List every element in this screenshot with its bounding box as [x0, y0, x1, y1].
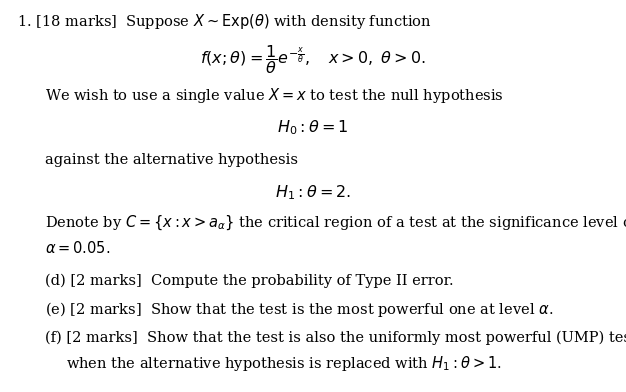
Text: $\alpha = 0.05.$: $\alpha = 0.05.$	[45, 240, 110, 256]
Text: (d) [2 marks]  Compute the probability of Type II error.: (d) [2 marks] Compute the probability of…	[45, 274, 453, 289]
Text: $f(x;\theta) = \dfrac{1}{\theta}e^{-\frac{x}{\theta}}, \quad x > 0,\ \theta > 0.: $f(x;\theta) = \dfrac{1}{\theta}e^{-\fra…	[200, 43, 426, 76]
Text: Denote by $C = \{x : x > a_{\alpha}\}$ the critical region of a test at the sign: Denote by $C = \{x : x > a_{\alpha}\}$ t…	[45, 214, 626, 232]
Text: when the alternative hypothesis is replaced with $H_1: \theta > 1$.: when the alternative hypothesis is repla…	[66, 354, 502, 373]
Text: $H_0 : \theta = 1$: $H_0 : \theta = 1$	[277, 118, 349, 137]
Text: (f) [2 marks]  Show that the test is also the uniformly most powerful (UMP) test: (f) [2 marks] Show that the test is also…	[45, 330, 626, 345]
Text: against the alternative hypothesis: against the alternative hypothesis	[45, 152, 298, 167]
Text: 1. [18 marks]  Suppose $X \sim \mathrm{Exp}(\theta)$ with density function: 1. [18 marks] Suppose $X \sim \mathrm{Ex…	[18, 12, 432, 31]
Text: (e) [2 marks]  Show that the test is the most powerful one at level $\alpha$.: (e) [2 marks] Show that the test is the …	[45, 300, 553, 319]
Text: We wish to use a single value $X = x$ to test the null hypothesis: We wish to use a single value $X = x$ to…	[45, 86, 504, 105]
Text: $H_1 : \theta = 2.$: $H_1 : \theta = 2.$	[275, 183, 351, 201]
